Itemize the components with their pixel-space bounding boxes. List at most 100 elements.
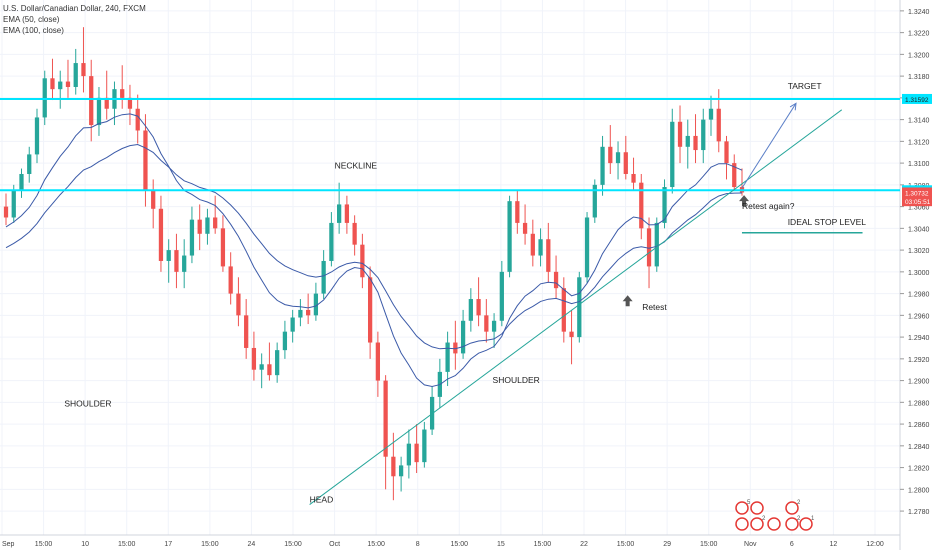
x-tick-label: 15:00: [284, 541, 302, 548]
candle-body: [236, 293, 241, 316]
candle-body: [360, 244, 365, 278]
event-badge-icon: [735, 517, 749, 531]
candle-body: [151, 190, 156, 209]
annotation-neckline: NECKLINE: [335, 161, 378, 171]
candle-body: [27, 154, 32, 174]
projection-arrow: [741, 103, 797, 189]
candle-body: [383, 380, 388, 457]
annotation-retest-again: Retest again?: [742, 201, 795, 211]
annotation-target: TARGET: [788, 81, 822, 91]
x-tick-label: 15: [497, 541, 505, 548]
projection-arrow-head: [789, 102, 797, 111]
candle-body: [391, 456, 396, 477]
x-tick-label: Nov: [744, 541, 757, 548]
candle-body: [213, 217, 218, 229]
candle-body: [677, 121, 683, 147]
candle-body: [445, 342, 450, 372]
candle-body: [414, 443, 419, 463]
y-tick-label: 1.2980: [908, 292, 930, 299]
y-tick-label: 1.3200: [908, 52, 930, 59]
candle-body: [662, 187, 667, 223]
candle-body: [507, 201, 512, 272]
candle-body: [577, 277, 582, 338]
candle-body: [259, 364, 264, 370]
y-tick-label: 1.3120: [908, 139, 930, 146]
y-tick-label: 1.2820: [908, 466, 930, 473]
candle-body: [476, 299, 481, 316]
candle-body: [89, 76, 94, 126]
chart-legend: U.S. Dollar/Canadian Dollar, 240, FXCM E…: [3, 3, 146, 36]
candle-body: [499, 271, 504, 321]
x-tick-label: 6: [790, 541, 794, 548]
y-tick-label: 1.3060: [908, 205, 930, 212]
y-tick-label: 1.3180: [908, 74, 930, 81]
y-tick-label: 1.3040: [908, 226, 930, 233]
candle-body: [708, 108, 714, 120]
candle-body: [670, 121, 675, 188]
candle-body: [367, 277, 373, 343]
candle-body: [58, 81, 63, 90]
ema-50-legend: EMA (50, close): [3, 15, 60, 24]
ema-100-legend: EMA (100, close): [3, 26, 64, 35]
candle-body: [251, 347, 257, 370]
candle-body: [65, 81, 71, 87]
y-tick-label: 1.3220: [908, 31, 930, 38]
candle-body: [329, 222, 334, 261]
event-badge-icon: [767, 517, 781, 531]
candle-body: [484, 315, 489, 332]
candle-body: [135, 108, 140, 131]
candle-body: [306, 309, 311, 316]
y-tick-label: 1.3240: [908, 9, 930, 16]
candle-body: [3, 206, 9, 218]
event-badge-count: 2: [797, 500, 801, 506]
retest-arrow-icon: [739, 195, 750, 207]
candle-body: [290, 317, 295, 332]
candle-body: [267, 364, 272, 376]
annotation-retest: Retest: [642, 302, 667, 312]
x-tick-label: Oct: [329, 541, 340, 548]
retest-arrow-icon: [622, 295, 633, 307]
candle-body: [522, 222, 528, 234]
y-tick-label: 1.2900: [908, 379, 930, 386]
candle-body: [182, 255, 187, 272]
x-tick-label: 15:00: [201, 541, 219, 548]
y-tick-label: 1.2860: [908, 422, 930, 429]
candle-body: [174, 250, 179, 272]
candle-body: [344, 204, 350, 223]
last-price-tag: 1.30732: [905, 190, 929, 197]
candle-body: [716, 108, 721, 142]
price-tag-target: 1.31592: [905, 97, 929, 104]
y-tick-label: 1.3140: [908, 118, 930, 125]
candle-body: [724, 141, 729, 164]
price-tag-bg: [902, 93, 932, 104]
candle-body: [143, 130, 148, 191]
event-badge-icon: [785, 517, 799, 531]
y-tick-label: 1.2920: [908, 357, 930, 364]
candle-body: [646, 228, 652, 267]
candle-body: [600, 146, 605, 185]
y-tick-label: 1.2940: [908, 335, 930, 342]
event-badge-count: 2: [762, 516, 766, 522]
candle-body: [623, 152, 628, 174]
x-tick-label: Sep: [2, 541, 15, 548]
candle-body: [654, 222, 659, 267]
candle-body: [34, 117, 40, 155]
y-tick-label: 1.3020: [908, 248, 930, 255]
candle-body: [298, 309, 303, 318]
y-tick-label: 1.3100: [908, 161, 930, 168]
x-tick-label: 15:00: [700, 541, 718, 548]
candle-body: [631, 173, 636, 183]
candle-body: [406, 443, 411, 466]
candle-body: [73, 63, 78, 87]
candle-body: [422, 429, 427, 463]
chart-title: U.S. Dollar/Canadian Dollar, 240, FXCM: [3, 4, 146, 13]
event-badge-count: 2: [797, 516, 801, 522]
x-tick-label: 12: [830, 541, 838, 548]
candle-body: [11, 190, 16, 218]
candle-body: [158, 208, 164, 261]
candle-body: [685, 135, 690, 147]
annotation-shoulder: SHOULDER: [493, 375, 540, 385]
event-badge-icon: [785, 501, 799, 515]
